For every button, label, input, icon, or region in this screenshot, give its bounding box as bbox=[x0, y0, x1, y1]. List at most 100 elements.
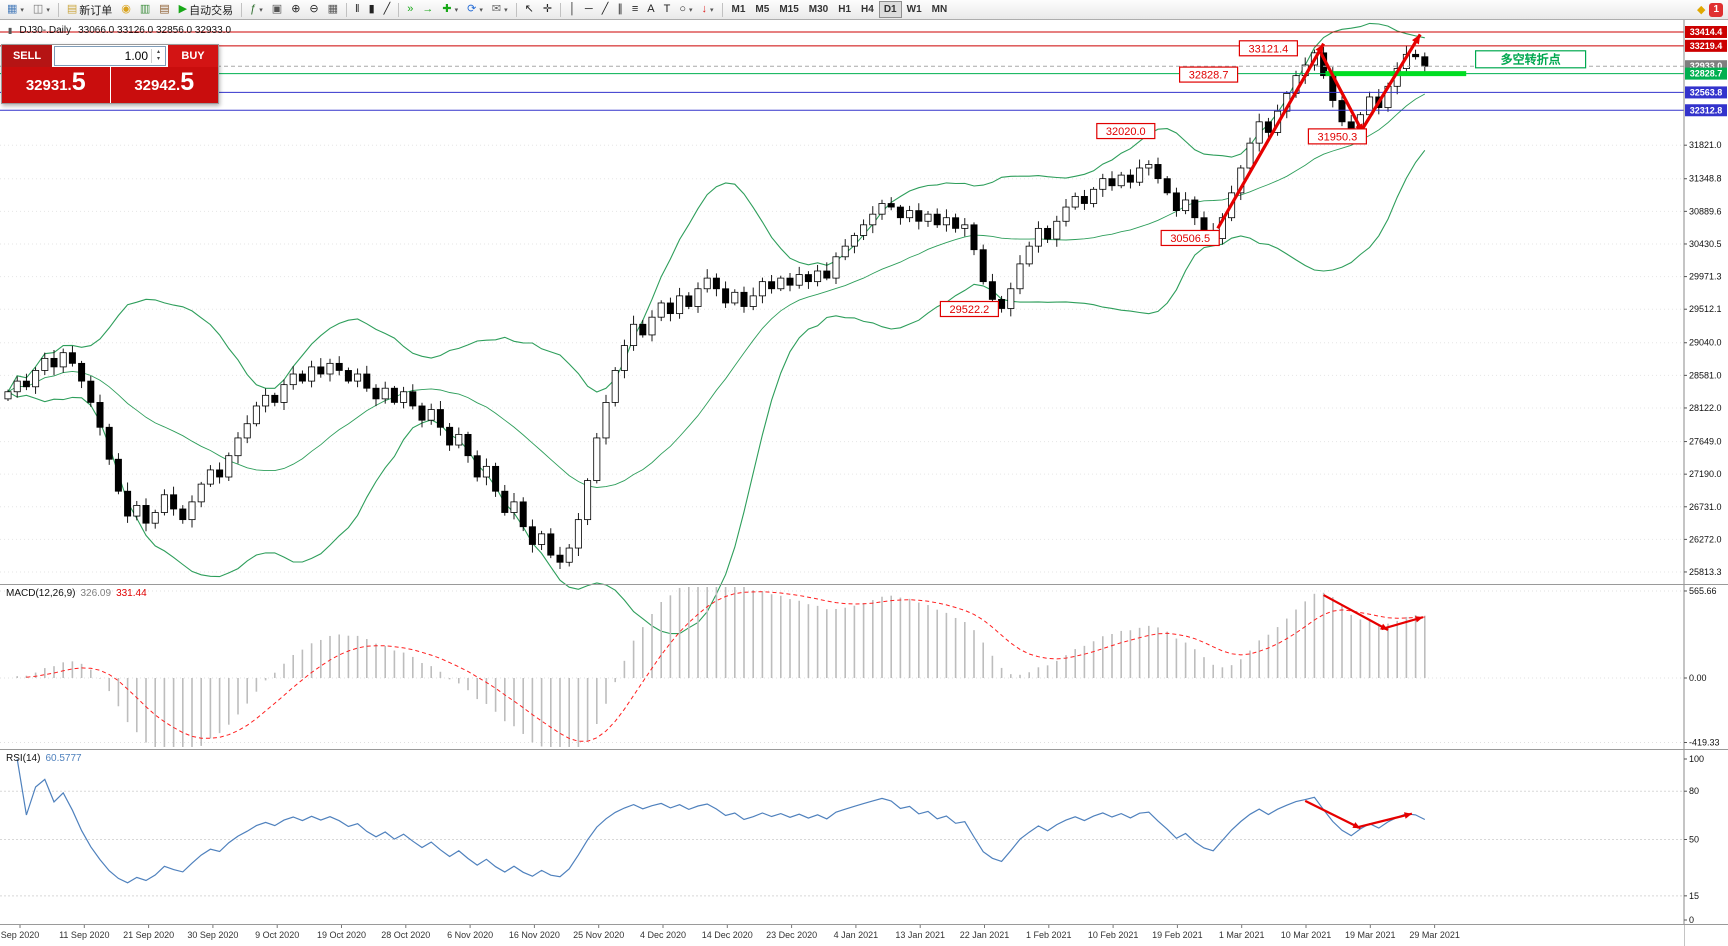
buy-button[interactable]: BUY bbox=[168, 45, 218, 67]
svg-text:22 Jan 2021: 22 Jan 2021 bbox=[960, 930, 1010, 940]
price-annotation[interactable]: 31950.3 bbox=[1307, 128, 1368, 145]
new-order-icon: ▤ bbox=[66, 3, 78, 15]
auto-scroll-button[interactable]: » bbox=[403, 1, 417, 18]
chart-profiles-button[interactable]: ◫ ▾ bbox=[29, 1, 54, 18]
svg-text:4 Jan 2021: 4 Jan 2021 bbox=[834, 930, 879, 940]
svg-text:31950.3: 31950.3 bbox=[1318, 131, 1358, 143]
stepper-up-icon[interactable]: ▴ bbox=[156, 49, 160, 55]
svg-text:29040.0: 29040.0 bbox=[1689, 338, 1722, 348]
timeframe-button-mn[interactable]: MN bbox=[927, 1, 953, 18]
deposit-button[interactable]: ◉ bbox=[117, 1, 135, 18]
zoom-in-button[interactable]: ⊕ bbox=[287, 1, 304, 18]
chart-shift-button[interactable]: → bbox=[418, 1, 437, 18]
svg-text:28581.0: 28581.0 bbox=[1689, 370, 1722, 380]
chevron-down-icon: ▾ bbox=[710, 6, 714, 14]
new-order-button[interactable]: ▤ 新订单 bbox=[63, 1, 116, 18]
sell-button[interactable]: SELL bbox=[2, 45, 52, 67]
label-button[interactable]: T bbox=[660, 1, 675, 18]
cursor-icon: ↖ bbox=[524, 3, 534, 15]
price-annotation[interactable]: 30506.5 bbox=[1160, 229, 1220, 247]
price-annotation[interactable]: 33121.4 bbox=[1238, 40, 1299, 57]
svg-text:10 Mar 2021: 10 Mar 2021 bbox=[1281, 930, 1332, 940]
svg-text:30 Sep 2020: 30 Sep 2020 bbox=[187, 930, 238, 940]
macd-signal-value: 331.44 bbox=[116, 588, 147, 599]
svg-text:9 Oct 2020: 9 Oct 2020 bbox=[255, 930, 299, 940]
stepper-down-icon[interactable]: ▾ bbox=[156, 56, 160, 62]
svg-text:14 Dec 2020: 14 Dec 2020 bbox=[702, 930, 753, 940]
price-annotation[interactable]: 29522.2 bbox=[939, 300, 1000, 318]
market-watch-button[interactable]: ▥ bbox=[136, 1, 154, 18]
svg-text:29971.3: 29971.3 bbox=[1689, 272, 1722, 282]
vertical-line-button[interactable]: │ bbox=[565, 1, 580, 18]
alert-icon[interactable]: ◆ bbox=[1696, 4, 1706, 16]
rsi-label: RSI(14) 60.5777 bbox=[6, 753, 82, 764]
channel-button[interactable]: ∥ bbox=[613, 1, 627, 18]
price-annotation[interactable]: 32828.7 bbox=[1178, 66, 1239, 83]
price-annotation[interactable]: 32020.0 bbox=[1096, 122, 1156, 140]
svg-text:0.00: 0.00 bbox=[1689, 673, 1707, 683]
timeframe-button-h4[interactable]: H4 bbox=[856, 1, 879, 18]
sell-price[interactable]: 32931. 5 bbox=[2, 67, 110, 103]
svg-text:16 Nov 2020: 16 Nov 2020 bbox=[509, 930, 560, 940]
svg-text:Sep 2020: Sep 2020 bbox=[1, 930, 40, 940]
zoom-in-icon: ⊕ bbox=[291, 3, 301, 15]
toolbar-separator bbox=[515, 2, 517, 17]
zoom-out-button[interactable]: ⊖ bbox=[305, 1, 322, 18]
shapes-button[interactable]: ○ ▾ bbox=[675, 1, 696, 18]
timeframe-button-w1[interactable]: W1 bbox=[902, 1, 927, 18]
bar-chart-type-button[interactable]: ‖ bbox=[351, 1, 364, 18]
auto-trading-button[interactable]: ▶ 自动交易 bbox=[175, 1, 237, 18]
fibonacci-icon: ≡ bbox=[631, 3, 639, 15]
note-annotation[interactable]: 多空转折点 bbox=[1474, 50, 1587, 69]
svg-text:50: 50 bbox=[1689, 835, 1699, 845]
volume-input[interactable]: 1.00 ▴ ▾ bbox=[54, 46, 166, 66]
new-window-button[interactable]: ✚ ▾ bbox=[438, 1, 462, 18]
new-order-label: 新订单 bbox=[79, 4, 113, 17]
timeframe-button-m30[interactable]: M30 bbox=[804, 1, 833, 18]
svg-text:25813.3: 25813.3 bbox=[1689, 567, 1722, 577]
horizontal-line-button[interactable]: ─ bbox=[581, 1, 597, 18]
svg-text:28 Oct 2020: 28 Oct 2020 bbox=[381, 930, 430, 940]
svg-text:10 Feb 2021: 10 Feb 2021 bbox=[1088, 930, 1139, 940]
arrows-tool-button[interactable]: ↓ ▾ bbox=[698, 1, 718, 18]
text-button[interactable]: A bbox=[643, 1, 658, 18]
notification-badge[interactable]: 1 bbox=[1709, 2, 1723, 17]
timeframe-button-h1[interactable]: H1 bbox=[833, 1, 856, 18]
svg-text:32312.8: 32312.8 bbox=[1690, 105, 1723, 115]
layers-icon: ▣ bbox=[271, 3, 283, 15]
mailbox-button[interactable]: ✉ ▾ bbox=[488, 1, 512, 18]
line-chart-type-button[interactable]: ╱ bbox=[380, 1, 395, 18]
timeframe-button-m5[interactable]: M5 bbox=[750, 1, 774, 18]
svg-text:-419.33: -419.33 bbox=[1689, 738, 1720, 748]
volume-stepper[interactable]: ▴ ▾ bbox=[151, 49, 165, 63]
new-chart-button[interactable]: ▦ ▾ bbox=[3, 1, 28, 18]
refresh-button[interactable]: ⟳ ▾ bbox=[463, 1, 487, 18]
chart-symbol-label: ▮ DJ30-.Daily 33066.0 33126.0 32856.0 32… bbox=[8, 25, 231, 36]
hlines-layer bbox=[0, 31, 1684, 111]
horizontal-line-icon: ─ bbox=[584, 3, 593, 15]
indicators-button[interactable]: ƒ ▾ bbox=[246, 1, 267, 18]
buy-price[interactable]: 32942. 5 bbox=[110, 67, 218, 103]
label-icon: T bbox=[663, 3, 671, 15]
crosshair-button[interactable]: ✛ bbox=[539, 1, 556, 18]
svg-text:多空转折点: 多空转折点 bbox=[1501, 51, 1561, 66]
candle-chart-type-button[interactable]: ▮ bbox=[365, 1, 379, 18]
timeframe-button-m1[interactable]: M1 bbox=[727, 1, 751, 18]
cursor-button[interactable]: ↖ bbox=[521, 1, 538, 18]
bar-chart-icon: ‖ bbox=[355, 3, 360, 15]
timeframe-button-d1[interactable]: D1 bbox=[878, 1, 902, 18]
svg-text:100: 100 bbox=[1689, 754, 1704, 764]
svg-text:0: 0 bbox=[1689, 915, 1694, 925]
indicator-windows-button[interactable]: ▣ bbox=[268, 1, 286, 18]
timeframe-button-m15[interactable]: M15 bbox=[774, 1, 803, 18]
tile-windows-button[interactable]: ▦ bbox=[324, 1, 342, 18]
fibonacci-button[interactable]: ≡ bbox=[628, 1, 642, 18]
toolbar-separator bbox=[57, 2, 59, 17]
history-center-button[interactable]: ▤ bbox=[155, 1, 173, 18]
chevron-down-icon: ▾ bbox=[479, 6, 483, 14]
annotations-layer: 33121.4 32828.7 32020.0 31950.3 30506.5 29522… bbox=[939, 40, 1587, 318]
trendline-button[interactable]: ╱ bbox=[598, 1, 613, 18]
sell-price-main: 32931. bbox=[25, 77, 72, 94]
svg-text:30889.6: 30889.6 bbox=[1689, 206, 1722, 216]
